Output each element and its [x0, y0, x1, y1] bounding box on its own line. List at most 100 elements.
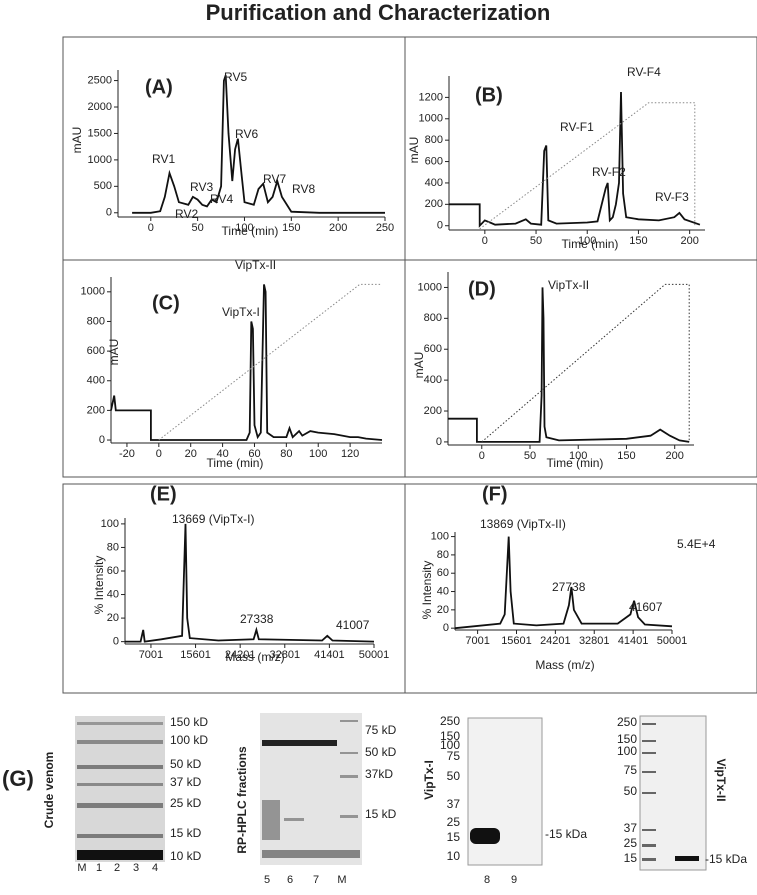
gel-label: VipTx-II: [714, 758, 728, 801]
marker-label: 37kD: [365, 767, 393, 781]
series-line: [479, 102, 696, 230]
annotation: 13869 (VipTx-II): [480, 517, 566, 531]
y-tick-label: 400: [424, 374, 442, 386]
x-tick-label: -20: [119, 448, 135, 460]
y-tick-label: 1000: [419, 113, 443, 125]
x-axis-label: Mass (m/z): [535, 658, 594, 672]
marker-label: 10: [447, 849, 461, 863]
annotation: VipTx-I: [222, 305, 260, 319]
x-tick-label: 32801: [269, 649, 300, 661]
x-tick-label: 100: [578, 235, 596, 247]
y-axis-label: mAU: [407, 137, 421, 164]
x-tick-label: 100: [309, 448, 327, 460]
y-tick-label: 1200: [419, 91, 443, 103]
series-line: [125, 523, 375, 643]
gel-bands: [262, 720, 360, 858]
panel-label: (G): [2, 766, 34, 791]
series-line: [481, 283, 690, 443]
x-tick-label: 7001: [139, 649, 163, 661]
x-tick-label: 20: [185, 448, 197, 460]
x-tick-label: 0: [148, 222, 154, 234]
x-tick-label: 7001: [465, 635, 489, 647]
marker-label: 15 kD: [170, 826, 202, 840]
marker-label: 150 kD: [170, 715, 208, 729]
gel-label: Crude venom: [42, 752, 56, 829]
y-tick-label: 0: [437, 220, 443, 232]
lane-label: 7: [313, 874, 319, 886]
marker-label: 15 kD: [365, 807, 397, 821]
y-tick-label: 0: [99, 434, 105, 446]
y-tick-label: 2500: [88, 74, 112, 86]
annotation: RV7: [263, 172, 286, 186]
lane-label: 9: [511, 874, 517, 886]
annotation: 27738: [552, 580, 586, 594]
gel-label: VipTx-I: [422, 760, 436, 800]
y-tick-label: 1000: [88, 154, 112, 166]
y-tick-label: 0: [106, 207, 112, 219]
x-tick-label: 50: [530, 235, 542, 247]
gel-bands: [642, 723, 699, 861]
annotation: RV2: [175, 207, 198, 221]
annotation: RV3: [190, 180, 213, 194]
panel-label: (B): [475, 84, 503, 106]
y-tick-label: 600: [425, 155, 443, 167]
annotation: RV-F4: [627, 65, 661, 79]
annotation: 41607: [629, 600, 663, 614]
lane-label: 3: [133, 862, 139, 874]
x-tick-label: 150: [617, 450, 635, 462]
annotation: RV-F2: [592, 165, 626, 179]
marker-label: 250: [440, 714, 460, 728]
annotation: RV-F1: [560, 120, 594, 134]
annotation: RV5: [224, 70, 247, 84]
panel-label: (E): [150, 483, 177, 505]
band-label: -15 kDa: [545, 827, 587, 841]
x-tick-label: 24201: [540, 635, 571, 647]
x-tick-label: 150: [629, 235, 647, 247]
x-tick-label: 15601: [180, 649, 211, 661]
series-line: [158, 283, 382, 441]
x-axis-label: Time (min): [222, 224, 279, 238]
x-tick-label: 40: [216, 448, 228, 460]
marker-label: 50: [447, 769, 461, 783]
gel-images: [75, 713, 707, 871]
x-tick-label: 50: [192, 222, 204, 234]
series-line: [448, 287, 690, 443]
y-tick-label: 60: [107, 565, 119, 577]
y-tick-label: 2000: [88, 101, 112, 113]
x-axis-label: Time (min): [207, 456, 264, 470]
x-tick-label: 0: [156, 448, 162, 460]
annotation: VipTx-II: [548, 278, 589, 292]
x-tick-label: 100: [235, 222, 253, 234]
figure-title: Purification and Characterization: [206, 0, 551, 25]
series-line: [454, 536, 673, 630]
marker-label: 37 kD: [170, 775, 202, 789]
x-axis-label: Time (min): [562, 237, 619, 251]
lane-label: 6: [287, 874, 293, 886]
x-axis-label: Time (min): [547, 456, 604, 470]
panel-label: (D): [468, 278, 496, 300]
marker-label: 100: [440, 738, 460, 752]
gel-band: [470, 828, 500, 844]
marker-label: 25: [624, 836, 638, 850]
y-axis-label: mAU: [412, 352, 426, 379]
gel: [75, 716, 165, 862]
gel-bands: [77, 722, 163, 860]
panel-label: (C): [152, 292, 180, 314]
y-axis-label: % Intensity: [420, 561, 434, 620]
x-tick-label: 50001: [657, 635, 688, 647]
lane-label: 4: [152, 862, 158, 874]
lane-label: 5: [264, 874, 270, 886]
panel-label: (F): [482, 483, 508, 505]
x-tick-label: 41401: [618, 635, 649, 647]
series-line: [110, 284, 383, 441]
x-tick-label: 0: [479, 450, 485, 462]
marker-label: 15: [447, 830, 461, 844]
x-tick-label: 0: [482, 235, 488, 247]
series-line: [132, 75, 385, 214]
x-tick-label: 24201: [225, 649, 256, 661]
y-tick-label: 200: [87, 404, 105, 416]
x-axis-label: Mass (m/z): [225, 650, 284, 664]
y-tick-label: 0: [113, 636, 119, 648]
lane-label: M: [337, 874, 346, 886]
gel-label: RP-HPLC fractions: [235, 746, 249, 854]
